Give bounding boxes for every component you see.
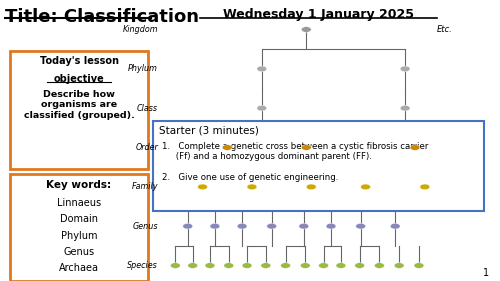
Circle shape [356,223,366,229]
Text: objective: objective [54,74,104,85]
Text: Title: Classification: Title: Classification [5,8,199,26]
Circle shape [280,263,290,268]
Text: Phylum: Phylum [61,231,98,241]
Circle shape [237,223,247,229]
Circle shape [300,263,310,268]
Circle shape [257,105,267,111]
Circle shape [360,184,370,190]
Circle shape [326,223,336,229]
Text: 1: 1 [483,268,489,278]
Circle shape [188,263,198,268]
Circle shape [257,66,267,72]
Text: Etc.: Etc. [437,25,453,34]
Circle shape [390,223,400,229]
Circle shape [400,105,410,111]
Circle shape [247,184,257,190]
Text: Wednesday 1 January 2025: Wednesday 1 January 2025 [223,8,414,21]
Circle shape [306,184,316,190]
Circle shape [374,263,384,268]
FancyBboxPatch shape [10,174,148,281]
Text: 1.   Complete a genetic cross between a cystic fibrosis carrier
     (Ff) and a : 1. Complete a genetic cross between a cy… [162,142,428,161]
Circle shape [224,263,234,268]
Text: Species: Species [128,261,158,270]
Text: 2.   Give one use of genetic engineering.: 2. Give one use of genetic engineering. [162,173,338,182]
Circle shape [267,223,276,229]
Circle shape [198,184,207,190]
FancyBboxPatch shape [10,51,148,169]
Circle shape [394,263,404,268]
Text: Order: Order [136,143,158,152]
Circle shape [205,263,215,268]
FancyBboxPatch shape [153,121,484,211]
Circle shape [318,263,328,268]
Text: Key words:: Key words: [46,180,112,190]
Circle shape [336,263,346,268]
Text: Class: Class [137,104,158,113]
Circle shape [400,66,410,72]
Circle shape [410,145,420,150]
Circle shape [242,263,252,268]
Circle shape [170,263,180,268]
Text: Genus: Genus [132,222,158,231]
Text: Kingdom: Kingdom [122,25,158,34]
Text: Starter (3 minutes): Starter (3 minutes) [159,126,259,136]
Circle shape [210,223,220,229]
Text: Phylum: Phylum [128,64,158,73]
Circle shape [302,27,311,32]
Text: Genus: Genus [64,247,94,257]
Circle shape [299,223,309,229]
Circle shape [222,145,232,150]
Text: Domain: Domain [60,214,98,225]
Circle shape [354,263,364,268]
Circle shape [261,263,270,268]
Text: Describe how
organisms are
classified (grouped).: Describe how organisms are classified (g… [24,90,134,120]
Circle shape [302,145,311,150]
Text: Linnaeus: Linnaeus [57,198,101,208]
Circle shape [420,184,430,190]
Circle shape [414,263,424,268]
Text: Today's lesson: Today's lesson [40,56,118,66]
Circle shape [183,223,192,229]
Text: Archaea: Archaea [59,263,99,273]
Text: Family: Family [132,182,158,191]
